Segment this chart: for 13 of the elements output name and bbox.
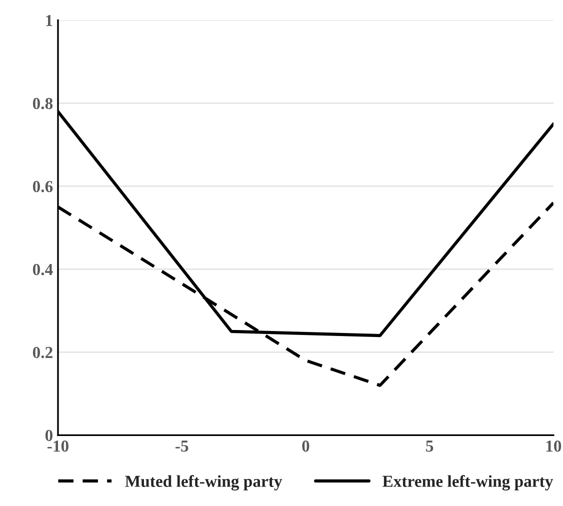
y-tick-label: 0 <box>45 430 52 442</box>
y-tick-label: 0.2 <box>32 346 52 358</box>
x-tick-label: -10 <box>47 440 68 452</box>
y-tick-label: 0.8 <box>32 98 53 110</box>
x-tick-label: 0 <box>302 440 310 452</box>
y-tick-label: 0.6 <box>32 180 53 192</box>
x-tick-label: -5 <box>176 440 188 452</box>
legend-label: Muted left-wing party <box>125 475 282 490</box>
x-tick-label: 10 <box>546 440 562 452</box>
y-tick-label: 0.4 <box>32 264 53 276</box>
x-tick-label: 5 <box>426 440 434 452</box>
legend-label: Extreme left-wing party <box>382 475 554 490</box>
y-tick-label: 1 <box>46 15 52 26</box>
